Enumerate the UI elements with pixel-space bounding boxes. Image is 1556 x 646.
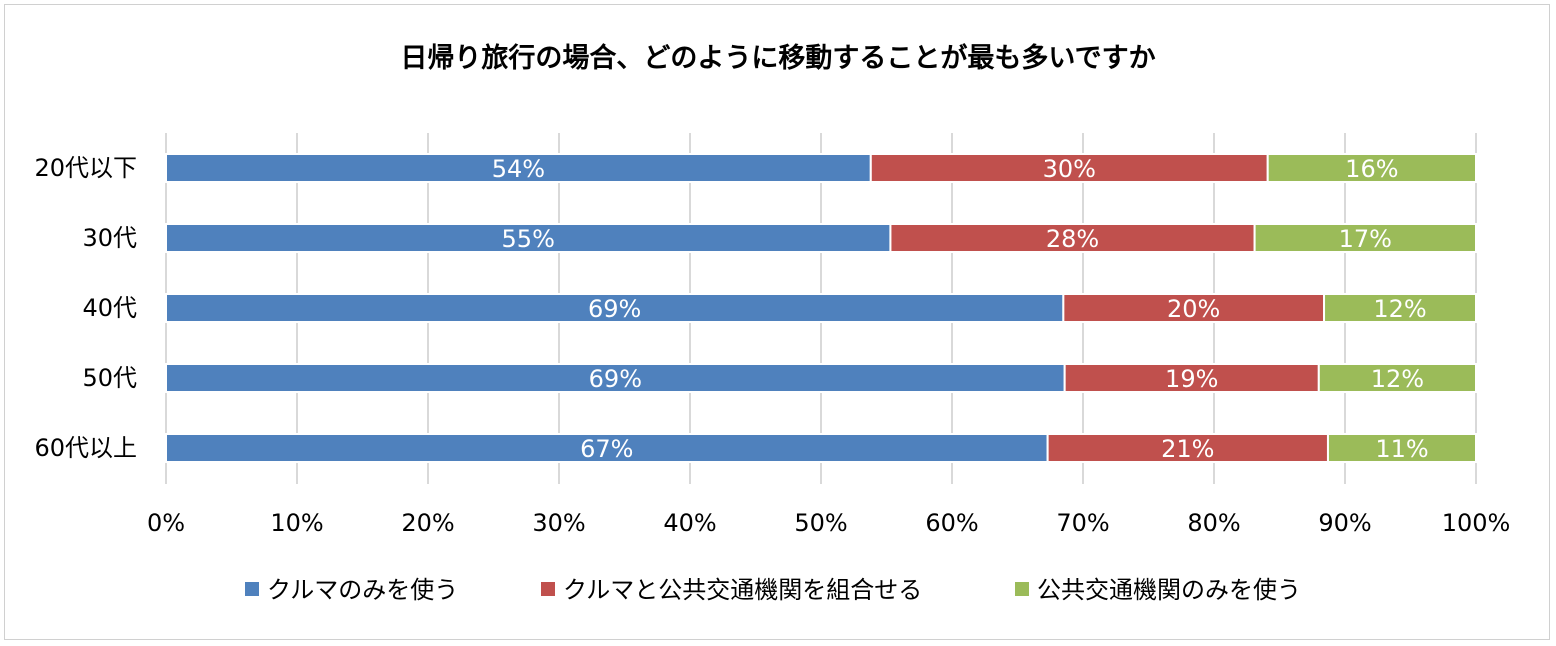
bars: 54% 30% 16% 55% 28% 17% 69% 20% 12% 69% 19% 12% 67% 2… bbox=[165, 153, 1478, 463]
x-tick-label: 10% bbox=[270, 509, 323, 537]
bar-segment bbox=[1326, 433, 1477, 463]
legend-label: 公共交通機関のみを使う bbox=[1037, 576, 1301, 604]
legend-label: クルマと公共交通機関を組合せる bbox=[563, 576, 922, 604]
category-label: 50代 bbox=[82, 364, 137, 392]
legend-swatch bbox=[1015, 582, 1029, 596]
data-label: 28% bbox=[1046, 225, 1099, 253]
data-label: 67% bbox=[580, 435, 633, 463]
data-label: 11% bbox=[1375, 435, 1428, 463]
bar-segment bbox=[1063, 363, 1320, 393]
data-label: 69% bbox=[588, 295, 641, 323]
bar-segment bbox=[165, 433, 1049, 463]
category-labels: 20代以下 30代 40代 50代 60代以上 bbox=[34, 154, 137, 462]
x-tick-label: 30% bbox=[532, 509, 585, 537]
data-label: 55% bbox=[502, 225, 555, 253]
bar-segment bbox=[1317, 363, 1478, 393]
x-tick-label: 70% bbox=[1056, 509, 1109, 537]
data-label: 17% bbox=[1339, 225, 1392, 253]
legend-label: クルマのみを使う bbox=[267, 576, 458, 604]
x-axis-ticks: 0% 10% 20% 30% 40% 50% 60% 70% 80% 90% 100% bbox=[147, 509, 1510, 537]
bar-segment bbox=[165, 153, 872, 183]
bar-segment bbox=[165, 293, 1065, 323]
data-label: 69% bbox=[589, 365, 642, 393]
data-label: 20% bbox=[1167, 295, 1220, 323]
x-tick-label: 20% bbox=[401, 509, 454, 537]
bar-segment bbox=[1046, 433, 1329, 463]
x-tick-label: 50% bbox=[794, 509, 847, 537]
data-label: 12% bbox=[1373, 295, 1426, 323]
category-label: 60代以上 bbox=[34, 434, 137, 462]
x-tick-label: 60% bbox=[925, 509, 978, 537]
category-label: 40代 bbox=[82, 294, 137, 322]
category-label: 30代 bbox=[82, 224, 137, 252]
x-tick-label: 40% bbox=[663, 509, 716, 537]
data-label: 54% bbox=[492, 155, 545, 183]
chart-title: 日帰り旅行の場合、どのように移動することが最も多いですか bbox=[400, 42, 1155, 74]
data-label: 16% bbox=[1345, 155, 1398, 183]
data-label: 21% bbox=[1161, 435, 1214, 463]
x-tick-label: 90% bbox=[1318, 509, 1371, 537]
bar-segment bbox=[889, 223, 1256, 253]
x-tick-label: 100% bbox=[1442, 509, 1511, 537]
legend: クルマのみを使う クルマと公共交通機関を組合せる 公共交通機関のみを使う bbox=[245, 576, 1301, 604]
bar-segment bbox=[165, 363, 1066, 393]
x-tick-label: 0% bbox=[147, 509, 185, 537]
data-label: 30% bbox=[1043, 155, 1096, 183]
bar-segment bbox=[1253, 223, 1477, 253]
bar-segment bbox=[1323, 293, 1478, 323]
bar-segment bbox=[1266, 153, 1477, 183]
legend-swatch bbox=[541, 582, 555, 596]
category-label: 20代以下 bbox=[34, 154, 137, 182]
data-label: 12% bbox=[1371, 365, 1424, 393]
x-tick-label: 80% bbox=[1187, 509, 1240, 537]
data-label: 19% bbox=[1165, 365, 1218, 393]
legend-swatch bbox=[245, 582, 259, 596]
